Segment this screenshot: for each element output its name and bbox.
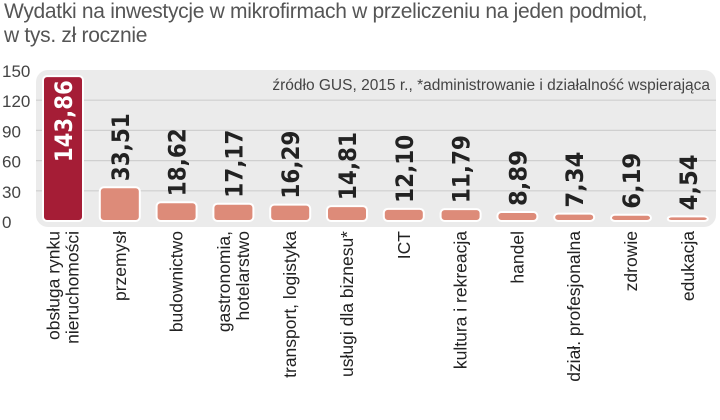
title-line-2: w tys. zł rocznie (4, 24, 148, 47)
category-label: handel (507, 231, 527, 284)
value-label: 11,79 (448, 135, 476, 203)
category-label: obsługa rynku (44, 231, 64, 340)
category-label: usługi dla biznesu* (337, 231, 357, 377)
bar (155, 201, 198, 222)
value-label: 4,54 (675, 154, 703, 210)
value-label: 14,81 (334, 132, 362, 200)
bar (610, 213, 652, 223)
category-label: kultura i rekreacja (451, 231, 471, 369)
y-tick-label: 120 (2, 92, 30, 111)
bar (212, 202, 255, 222)
category-label: nieruchomości (63, 231, 83, 344)
category-label: przemysł (110, 231, 130, 301)
bar (496, 211, 539, 223)
y-tick-label: 150 (2, 62, 30, 81)
value-label: 7,34 (561, 152, 589, 208)
chart-title: Wydatki na inwestycje w mikrofirmach w p… (4, 0, 648, 48)
value-label: 8,89 (504, 150, 532, 206)
value-label: 33,51 (107, 113, 135, 181)
category-label: dział. profesjonalna (564, 231, 584, 382)
category-label: budownictwo (167, 231, 187, 332)
bar (42, 75, 84, 222)
category-label: gastronomia, (214, 231, 234, 332)
bar (553, 212, 596, 223)
value-label: 6,19 (618, 153, 646, 209)
title-line-1: Wydatki na inwestycje w mikrofirmach w p… (4, 0, 648, 23)
bar (326, 205, 368, 222)
value-label: 12,10 (391, 135, 419, 203)
category-label: transport, logistyka (280, 231, 300, 378)
bar (439, 208, 482, 222)
source-note: źródło GUS, 2015 r., *administrowanie i … (272, 77, 710, 94)
value-label: 143,86 (50, 80, 78, 162)
bar (269, 203, 312, 222)
plot-background (36, 70, 716, 227)
category-label: edukacja (678, 231, 698, 301)
bar (666, 215, 709, 222)
bar (382, 207, 425, 223)
category-label: zdrowie (621, 231, 641, 291)
value-label: 17,17 (220, 130, 248, 198)
category-label: ICT (394, 231, 414, 260)
y-tick-label: 0 (2, 213, 11, 232)
value-label: 16,29 (277, 131, 305, 199)
y-tick-label: 60 (2, 153, 21, 172)
y-tick-label: 30 (2, 183, 21, 202)
category-label: hotelarstwo (233, 231, 253, 321)
bar (98, 186, 141, 222)
value-label: 18,62 (164, 128, 192, 196)
y-tick-label: 90 (2, 122, 21, 141)
